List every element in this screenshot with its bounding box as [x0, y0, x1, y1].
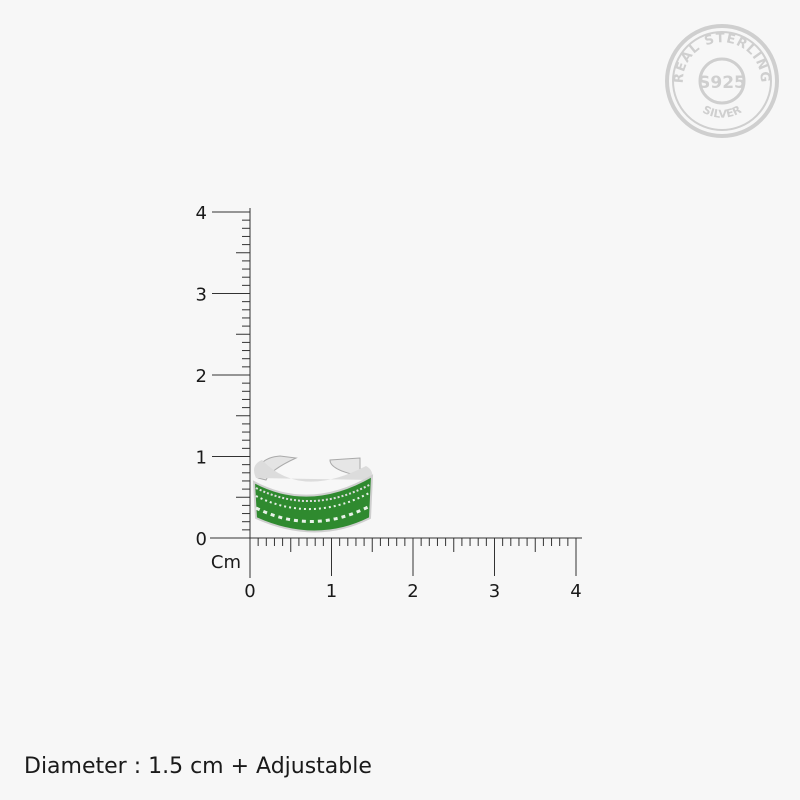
y-tick-label: 3 — [196, 285, 207, 306]
x-tick-label: 3 — [489, 581, 500, 602]
y-tick-label: 0 — [196, 529, 207, 550]
x-tick-label: 0 — [244, 581, 255, 602]
y-tick-label: 4 — [196, 203, 207, 224]
seal-center-text: S925 — [698, 73, 746, 93]
x-tick-label: 1 — [326, 581, 337, 602]
y-tick-label: 2 — [196, 366, 207, 387]
ring-image — [252, 455, 374, 533]
diameter-caption: Diameter : 1.5 cm + Adjustable — [24, 754, 372, 779]
sterling-silver-seal: REAL STERLING S925 SILVER — [665, 24, 779, 138]
ruler: 0 1 2 3 4 0 1 2 3 4 Cm — [196, 203, 582, 602]
y-tick-label: 1 — [196, 448, 207, 469]
x-tick-label: 2 — [407, 581, 418, 602]
unit-label: Cm — [211, 552, 241, 573]
svg-text:SILVER: SILVER — [701, 103, 744, 121]
x-tick-label: 4 — [570, 581, 581, 602]
